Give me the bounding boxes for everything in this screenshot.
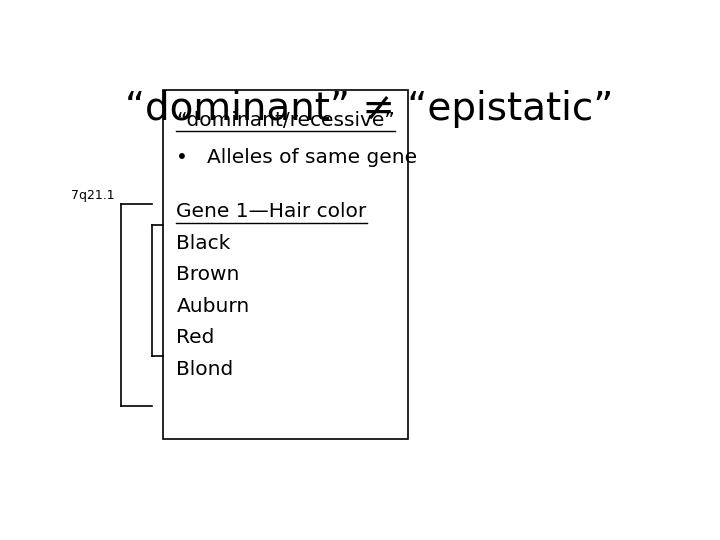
Text: Gene 1—Hair color: Gene 1—Hair color (176, 202, 366, 221)
Text: Black: Black (176, 234, 231, 253)
Bar (163, 90, 408, 439)
Text: Auburn: Auburn (176, 297, 250, 316)
Text: •   Alleles of same gene: • Alleles of same gene (176, 148, 418, 167)
Text: “dominant/recessive”: “dominant/recessive” (176, 111, 395, 130)
Text: Blond: Blond (176, 360, 234, 379)
Text: Brown: Brown (176, 265, 240, 284)
Text: “dominant” ≠ “epistatic”: “dominant” ≠ “epistatic” (125, 90, 613, 128)
Text: Red: Red (176, 328, 215, 347)
Text: 7q21.1: 7q21.1 (71, 190, 115, 202)
